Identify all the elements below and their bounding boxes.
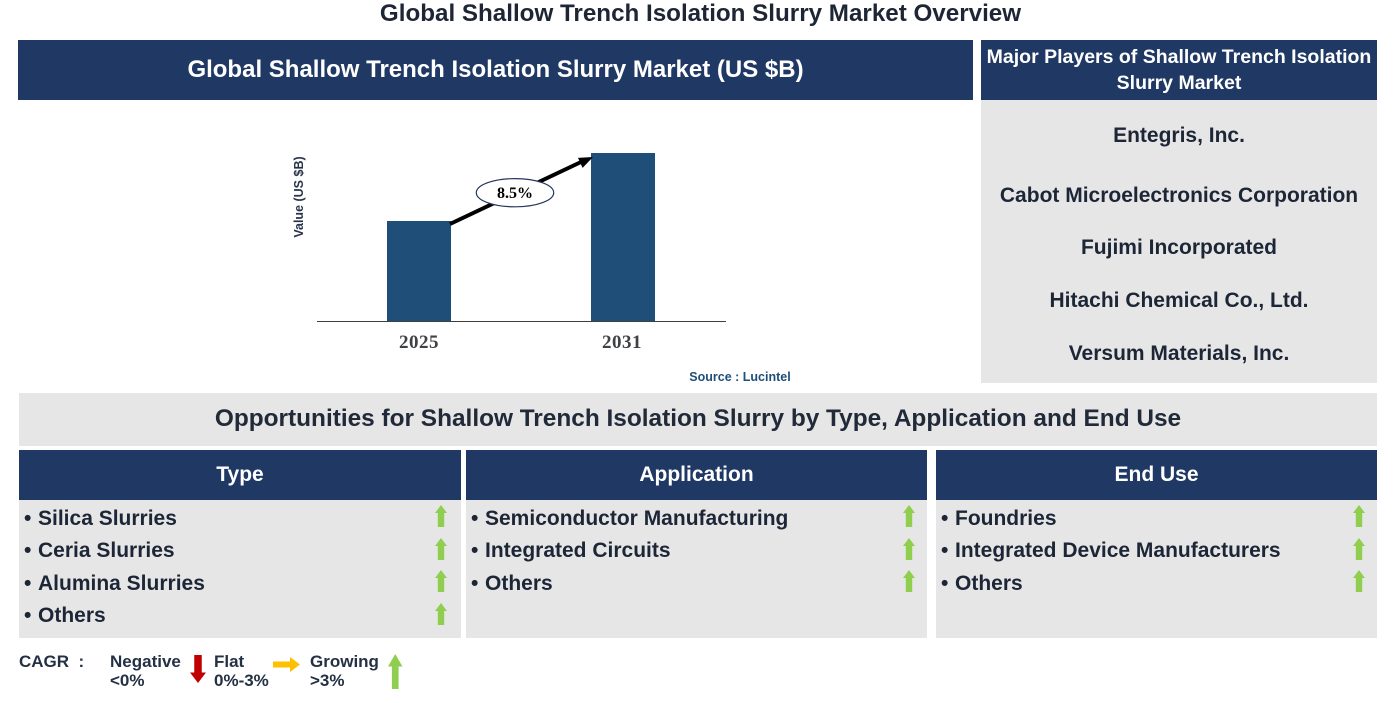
svg-text:Value (US $B): Value (US $B) [292, 156, 306, 237]
svg-text:Source : Lucintel: Source : Lucintel [689, 370, 790, 384]
svg-text:2031: 2031 [602, 332, 642, 353]
svg-text:2025: 2025 [399, 332, 439, 353]
svg-text:8.5%: 8.5% [497, 185, 533, 202]
